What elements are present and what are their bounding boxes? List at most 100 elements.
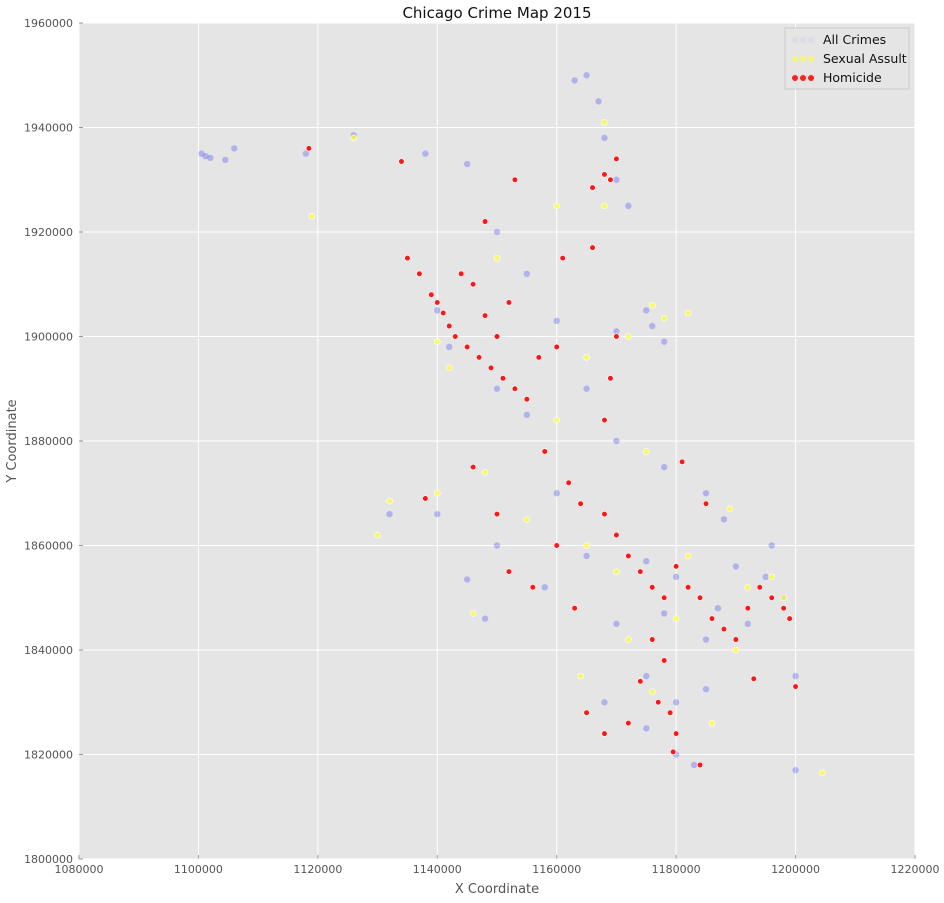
all-crimes-point	[386, 510, 393, 518]
homicide-point	[499, 375, 507, 382]
homicide-point	[541, 448, 548, 455]
homicide-point	[637, 568, 644, 575]
sexual-assault-point	[445, 364, 453, 372]
legend-marker-sexual-assault	[808, 56, 814, 62]
all-crimes-point	[231, 145, 238, 152]
legend-marker-homicide	[800, 75, 806, 81]
homicide-point	[511, 176, 519, 183]
x-axis-ticks: 1080000 1100000 1120000 1140000 1160000 11800…	[55, 863, 940, 876]
sexual-assault-point	[819, 769, 826, 777]
homicide-point	[434, 299, 441, 306]
homicide-point	[708, 615, 716, 622]
legend-marker-homicide	[808, 75, 814, 81]
homicide-point	[601, 511, 608, 518]
all-crimes-point	[672, 699, 680, 706]
all-crimes-point	[643, 725, 650, 732]
all-crimes-point	[493, 228, 501, 236]
sexual-assault-point	[726, 505, 734, 513]
all-crimes-point	[613, 328, 620, 335]
homicide-point	[702, 500, 710, 507]
all-crimes-point	[661, 610, 668, 617]
y-tick-label: 1960000	[24, 17, 73, 30]
homicide-point	[589, 244, 596, 251]
sexual-assault-point	[583, 354, 590, 361]
all-crimes-point	[541, 584, 548, 591]
all-crimes-point	[672, 573, 680, 581]
homicide-point	[487, 364, 495, 371]
sexual-assault-point	[625, 636, 632, 643]
all-crimes-point	[463, 576, 471, 583]
homicide-point	[305, 145, 313, 152]
all-crimes-point	[493, 542, 501, 549]
sexual-assault-point	[308, 213, 316, 220]
all-crimes-point	[613, 176, 620, 183]
homicide-point	[661, 594, 668, 601]
all-crimes-point	[601, 134, 608, 142]
sexual-assault-point	[780, 594, 787, 602]
homicide-point	[481, 218, 489, 225]
homicide-point	[523, 396, 530, 403]
sexual-assault-point	[433, 338, 441, 346]
all-crimes-point	[481, 615, 489, 622]
homicide-point	[768, 594, 775, 601]
y-tick-label: 1840000	[24, 644, 73, 657]
all-crimes-point	[553, 317, 560, 325]
legend-marker-sexual-assault	[800, 56, 806, 62]
sexual-assault-point	[433, 489, 441, 497]
sexual-assault-point	[684, 309, 692, 317]
homicide-point	[577, 500, 584, 507]
homicide-point	[601, 171, 608, 178]
all-crimes-point	[702, 685, 710, 693]
all-crimes-point	[202, 153, 209, 160]
y-tick-label: 1940000	[24, 122, 73, 135]
y-tick-label: 1900000	[24, 331, 73, 344]
homicide-point	[505, 568, 513, 575]
all-crimes-point	[463, 160, 471, 168]
homicide-point	[679, 458, 686, 466]
all-crimes-point	[583, 385, 590, 392]
homicide-point	[470, 464, 477, 471]
homicide-point	[529, 584, 536, 591]
sexual-assault-points	[308, 118, 826, 777]
homicide-point	[792, 683, 799, 690]
sexual-assault-point	[583, 542, 590, 549]
homicide-point	[553, 542, 560, 549]
homicide-point	[750, 675, 757, 682]
homicide-point	[625, 552, 632, 560]
homicide-point	[655, 699, 662, 706]
legend-marker-all-crimes	[808, 37, 814, 43]
homicide-point	[583, 709, 590, 716]
homicide-point	[696, 594, 704, 601]
homicide-point	[452, 333, 459, 340]
homicide-point	[744, 605, 751, 612]
legend-marker-homicide	[792, 75, 798, 81]
all-crimes-point	[762, 573, 769, 581]
sexual-assault-point	[601, 118, 608, 126]
homicide-point	[589, 184, 596, 191]
homicide-point	[649, 636, 656, 643]
sexual-assault-point	[708, 719, 716, 727]
all-crimes-point	[595, 98, 602, 105]
homicide-points	[305, 145, 799, 769]
homicide-point	[756, 584, 763, 591]
homicide-point	[571, 605, 578, 612]
y-tick-label: 1880000	[24, 435, 73, 448]
legend: All Crimes Sexual Assult Homicide	[784, 27, 910, 90]
homicide-point	[416, 270, 423, 277]
y-tick-label: 1800000	[24, 853, 73, 866]
sexual-assault-point	[648, 688, 656, 696]
homicide-point	[505, 299, 513, 306]
grid-lines	[78, 22, 916, 860]
homicide-point	[720, 625, 728, 633]
sexual-assault-point	[613, 568, 620, 575]
homicide-point	[780, 605, 787, 612]
all-crimes-point	[744, 620, 751, 628]
all-crimes-point	[661, 338, 668, 345]
y-tick-label: 1860000	[24, 540, 73, 553]
legend-label-homicide: Homicide	[823, 70, 882, 85]
legend-item-sexual-assault: Sexual Assult	[792, 51, 907, 66]
legend-marker-sexual-assault	[792, 56, 798, 62]
sexual-assault-point	[493, 254, 501, 262]
chart-title: Chicago Crime Map 2015	[402, 4, 591, 22]
homicide-point	[493, 333, 501, 340]
